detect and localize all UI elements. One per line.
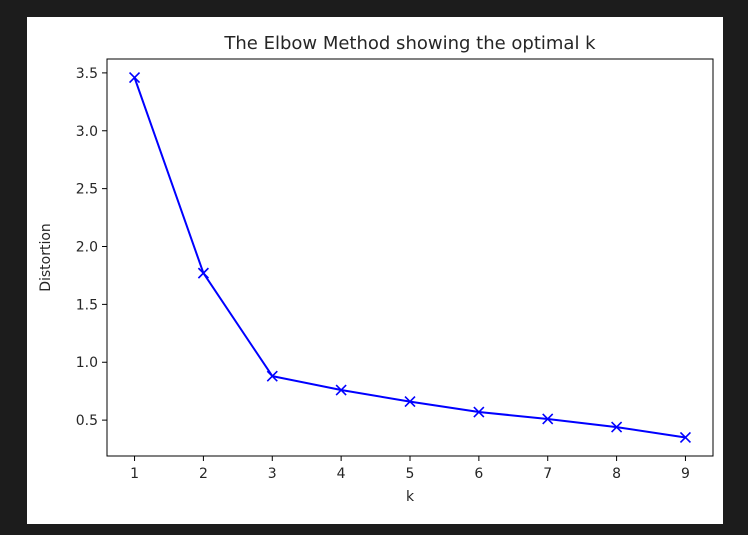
data-point-marker bbox=[404, 396, 416, 408]
series-group bbox=[128, 71, 692, 444]
x-tick-label: 9 bbox=[681, 466, 690, 482]
chart-title: The Elbow Method showing the optimal k bbox=[223, 33, 596, 54]
y-axis-ticks: 0.5 1.0 1.5 2.0 2.5 3.0 3.5 bbox=[76, 66, 107, 429]
series-line bbox=[133, 77, 686, 439]
data-point-marker bbox=[266, 370, 278, 382]
x-tick-label: 1 bbox=[130, 466, 139, 482]
y-tick-label: 1.5 bbox=[76, 297, 98, 313]
data-point-marker bbox=[611, 421, 623, 433]
x-tick-label: 7 bbox=[543, 466, 552, 482]
x-tick-label: 2 bbox=[199, 466, 208, 482]
x-tick-label: 6 bbox=[474, 466, 483, 482]
y-tick-label: 2.5 bbox=[76, 182, 98, 198]
y-tick-label: 2.0 bbox=[76, 240, 98, 256]
x-axis-ticks: 1 2 3 4 5 6 7 8 9 bbox=[130, 456, 690, 482]
data-point-marker bbox=[679, 431, 692, 444]
figure: 0.5 1.0 1.5 2.0 2.5 3.0 3.5 1 2 3 4 5 6 7 8 9 The Elbo… bbox=[27, 17, 723, 524]
data-point-marker bbox=[128, 71, 141, 84]
y-tick-label: 3.5 bbox=[76, 66, 98, 82]
x-axis-label: k bbox=[406, 489, 415, 505]
data-point-marker bbox=[542, 413, 554, 425]
data-point-marker bbox=[335, 384, 347, 396]
y-tick-label: 3.0 bbox=[76, 124, 98, 140]
y-axis-label: Distortion bbox=[38, 223, 54, 292]
x-tick-label: 4 bbox=[337, 466, 346, 482]
data-point-marker bbox=[197, 267, 209, 279]
elbow-chart: 0.5 1.0 1.5 2.0 2.5 3.0 3.5 1 2 3 4 5 6 7 8 9 The Elbo… bbox=[38, 33, 714, 505]
x-tick-label: 3 bbox=[268, 466, 277, 482]
x-tick-label: 8 bbox=[612, 466, 621, 482]
data-point-marker bbox=[473, 406, 485, 418]
x-tick-label: 5 bbox=[406, 466, 415, 482]
y-tick-label: 1.0 bbox=[76, 355, 98, 371]
y-tick-label: 0.5 bbox=[76, 413, 98, 429]
